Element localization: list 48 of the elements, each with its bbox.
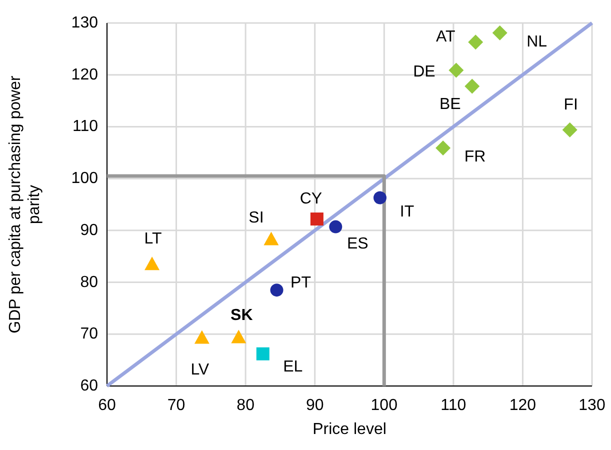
annotation: EL bbox=[283, 358, 303, 376]
x-tick-label: 90 bbox=[306, 397, 324, 414]
annotation: SK bbox=[230, 306, 254, 324]
x-tick-label: 130 bbox=[578, 397, 606, 414]
y-tick-label: 120 bbox=[71, 66, 98, 84]
annotation: SI bbox=[248, 210, 264, 227]
annotation: CY bbox=[300, 190, 322, 208]
point bbox=[492, 25, 508, 40]
x-axis-title: Price level bbox=[312, 421, 386, 438]
y-tick-label: 60 bbox=[80, 378, 98, 394]
point bbox=[270, 284, 284, 297]
annotation: DE bbox=[413, 64, 436, 81]
point bbox=[310, 212, 324, 226]
x-tick-label: 100 bbox=[370, 397, 398, 414]
y-tick-label: 130 bbox=[71, 14, 98, 32]
annotation: NL bbox=[526, 33, 548, 50]
point bbox=[231, 330, 246, 344]
x-tick-label: 70 bbox=[167, 397, 186, 414]
point bbox=[464, 78, 480, 94]
annotation: FR bbox=[464, 148, 486, 166]
x-tick-label: 120 bbox=[509, 397, 536, 414]
point bbox=[562, 122, 578, 138]
point bbox=[468, 34, 484, 50]
point bbox=[436, 140, 451, 156]
y-tick-label: 80 bbox=[80, 274, 98, 291]
y-tick-label: 90 bbox=[80, 222, 98, 239]
y-axis-title: GDP per capita at purchasing power parity bbox=[7, 75, 43, 334]
annotation: BE bbox=[439, 96, 461, 113]
point bbox=[329, 220, 342, 234]
annotation: LV bbox=[190, 361, 210, 378]
y-tick-label: 70 bbox=[80, 326, 98, 343]
x-tick-label: 60 bbox=[98, 397, 116, 414]
x-tick-label: 110 bbox=[440, 397, 466, 414]
annotation: FI bbox=[564, 96, 578, 114]
y-tick-label: 110 bbox=[72, 118, 98, 136]
annotation: IT bbox=[400, 203, 414, 220]
point bbox=[144, 256, 160, 270]
point bbox=[373, 191, 386, 204]
annotation: ES bbox=[346, 235, 368, 252]
point bbox=[264, 232, 279, 246]
annotation: AT bbox=[436, 28, 456, 46]
point bbox=[256, 347, 270, 360]
point bbox=[448, 62, 464, 78]
point bbox=[194, 330, 210, 344]
annotation: PT bbox=[290, 274, 312, 292]
annotation: LT bbox=[144, 230, 162, 248]
y-tick-label: 100 bbox=[71, 170, 98, 188]
x-tick-label: 80 bbox=[236, 397, 255, 414]
